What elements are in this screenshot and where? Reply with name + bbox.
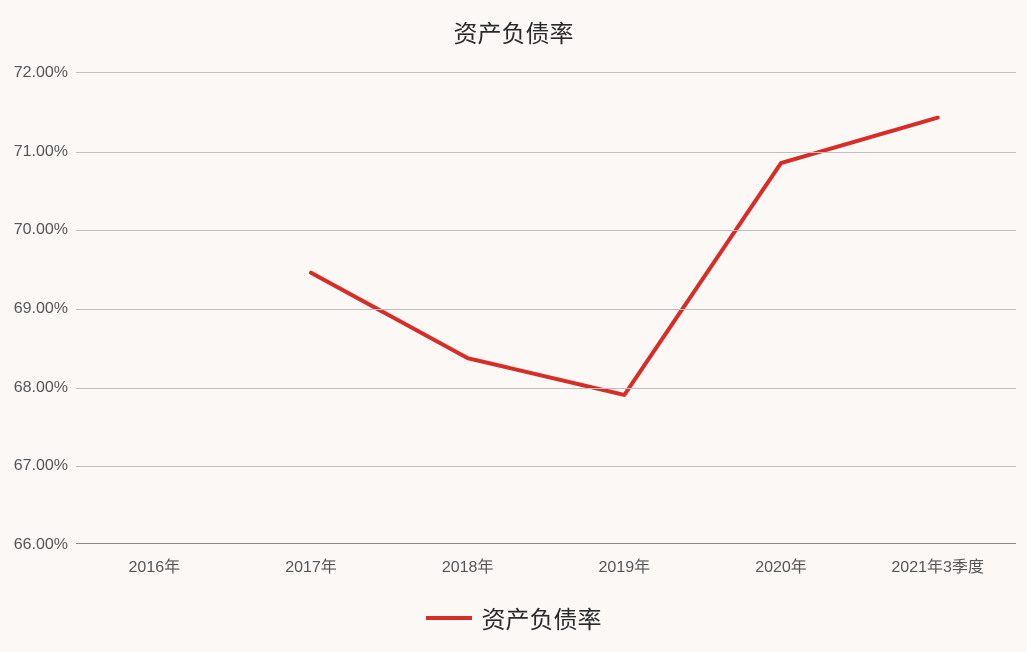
gridline bbox=[76, 388, 1016, 389]
plot-area: 66.00%67.00%68.00%69.00%70.00%71.00%72.0… bbox=[76, 72, 1016, 544]
y-tick-label: 67.00% bbox=[2, 457, 68, 475]
x-tick-label: 2017年 bbox=[285, 553, 337, 577]
legend: 资产负债率 bbox=[0, 600, 1027, 635]
y-tick-label: 66.00% bbox=[2, 536, 68, 554]
y-tick-label: 69.00% bbox=[2, 300, 68, 318]
legend-swatch bbox=[426, 616, 472, 620]
y-tick-label: 70.00% bbox=[2, 221, 68, 239]
gridline bbox=[76, 152, 1016, 153]
legend-item: 资产负债率 bbox=[426, 600, 602, 635]
series-line bbox=[311, 118, 938, 395]
y-tick-label: 71.00% bbox=[2, 143, 68, 161]
gridline bbox=[76, 309, 1016, 310]
chart-title: 资产负债率 bbox=[0, 14, 1027, 49]
gridline bbox=[76, 466, 1016, 467]
y-tick-label: 68.00% bbox=[2, 379, 68, 397]
x-tick-label: 2019年 bbox=[599, 553, 651, 577]
legend-label: 资产负债率 bbox=[482, 600, 602, 635]
chart-container: 资产负债率 66.00%67.00%68.00%69.00%70.00%71.0… bbox=[0, 0, 1027, 652]
gridline bbox=[76, 230, 1016, 231]
x-tick-label: 2018年 bbox=[442, 553, 494, 577]
x-tick-label: 2021年3季度 bbox=[891, 553, 984, 577]
y-tick-label: 72.00% bbox=[2, 64, 68, 82]
x-tick-label: 2020年 bbox=[755, 553, 807, 577]
x-tick-label: 2016年 bbox=[129, 553, 181, 577]
line-series-svg bbox=[76, 73, 1016, 543]
